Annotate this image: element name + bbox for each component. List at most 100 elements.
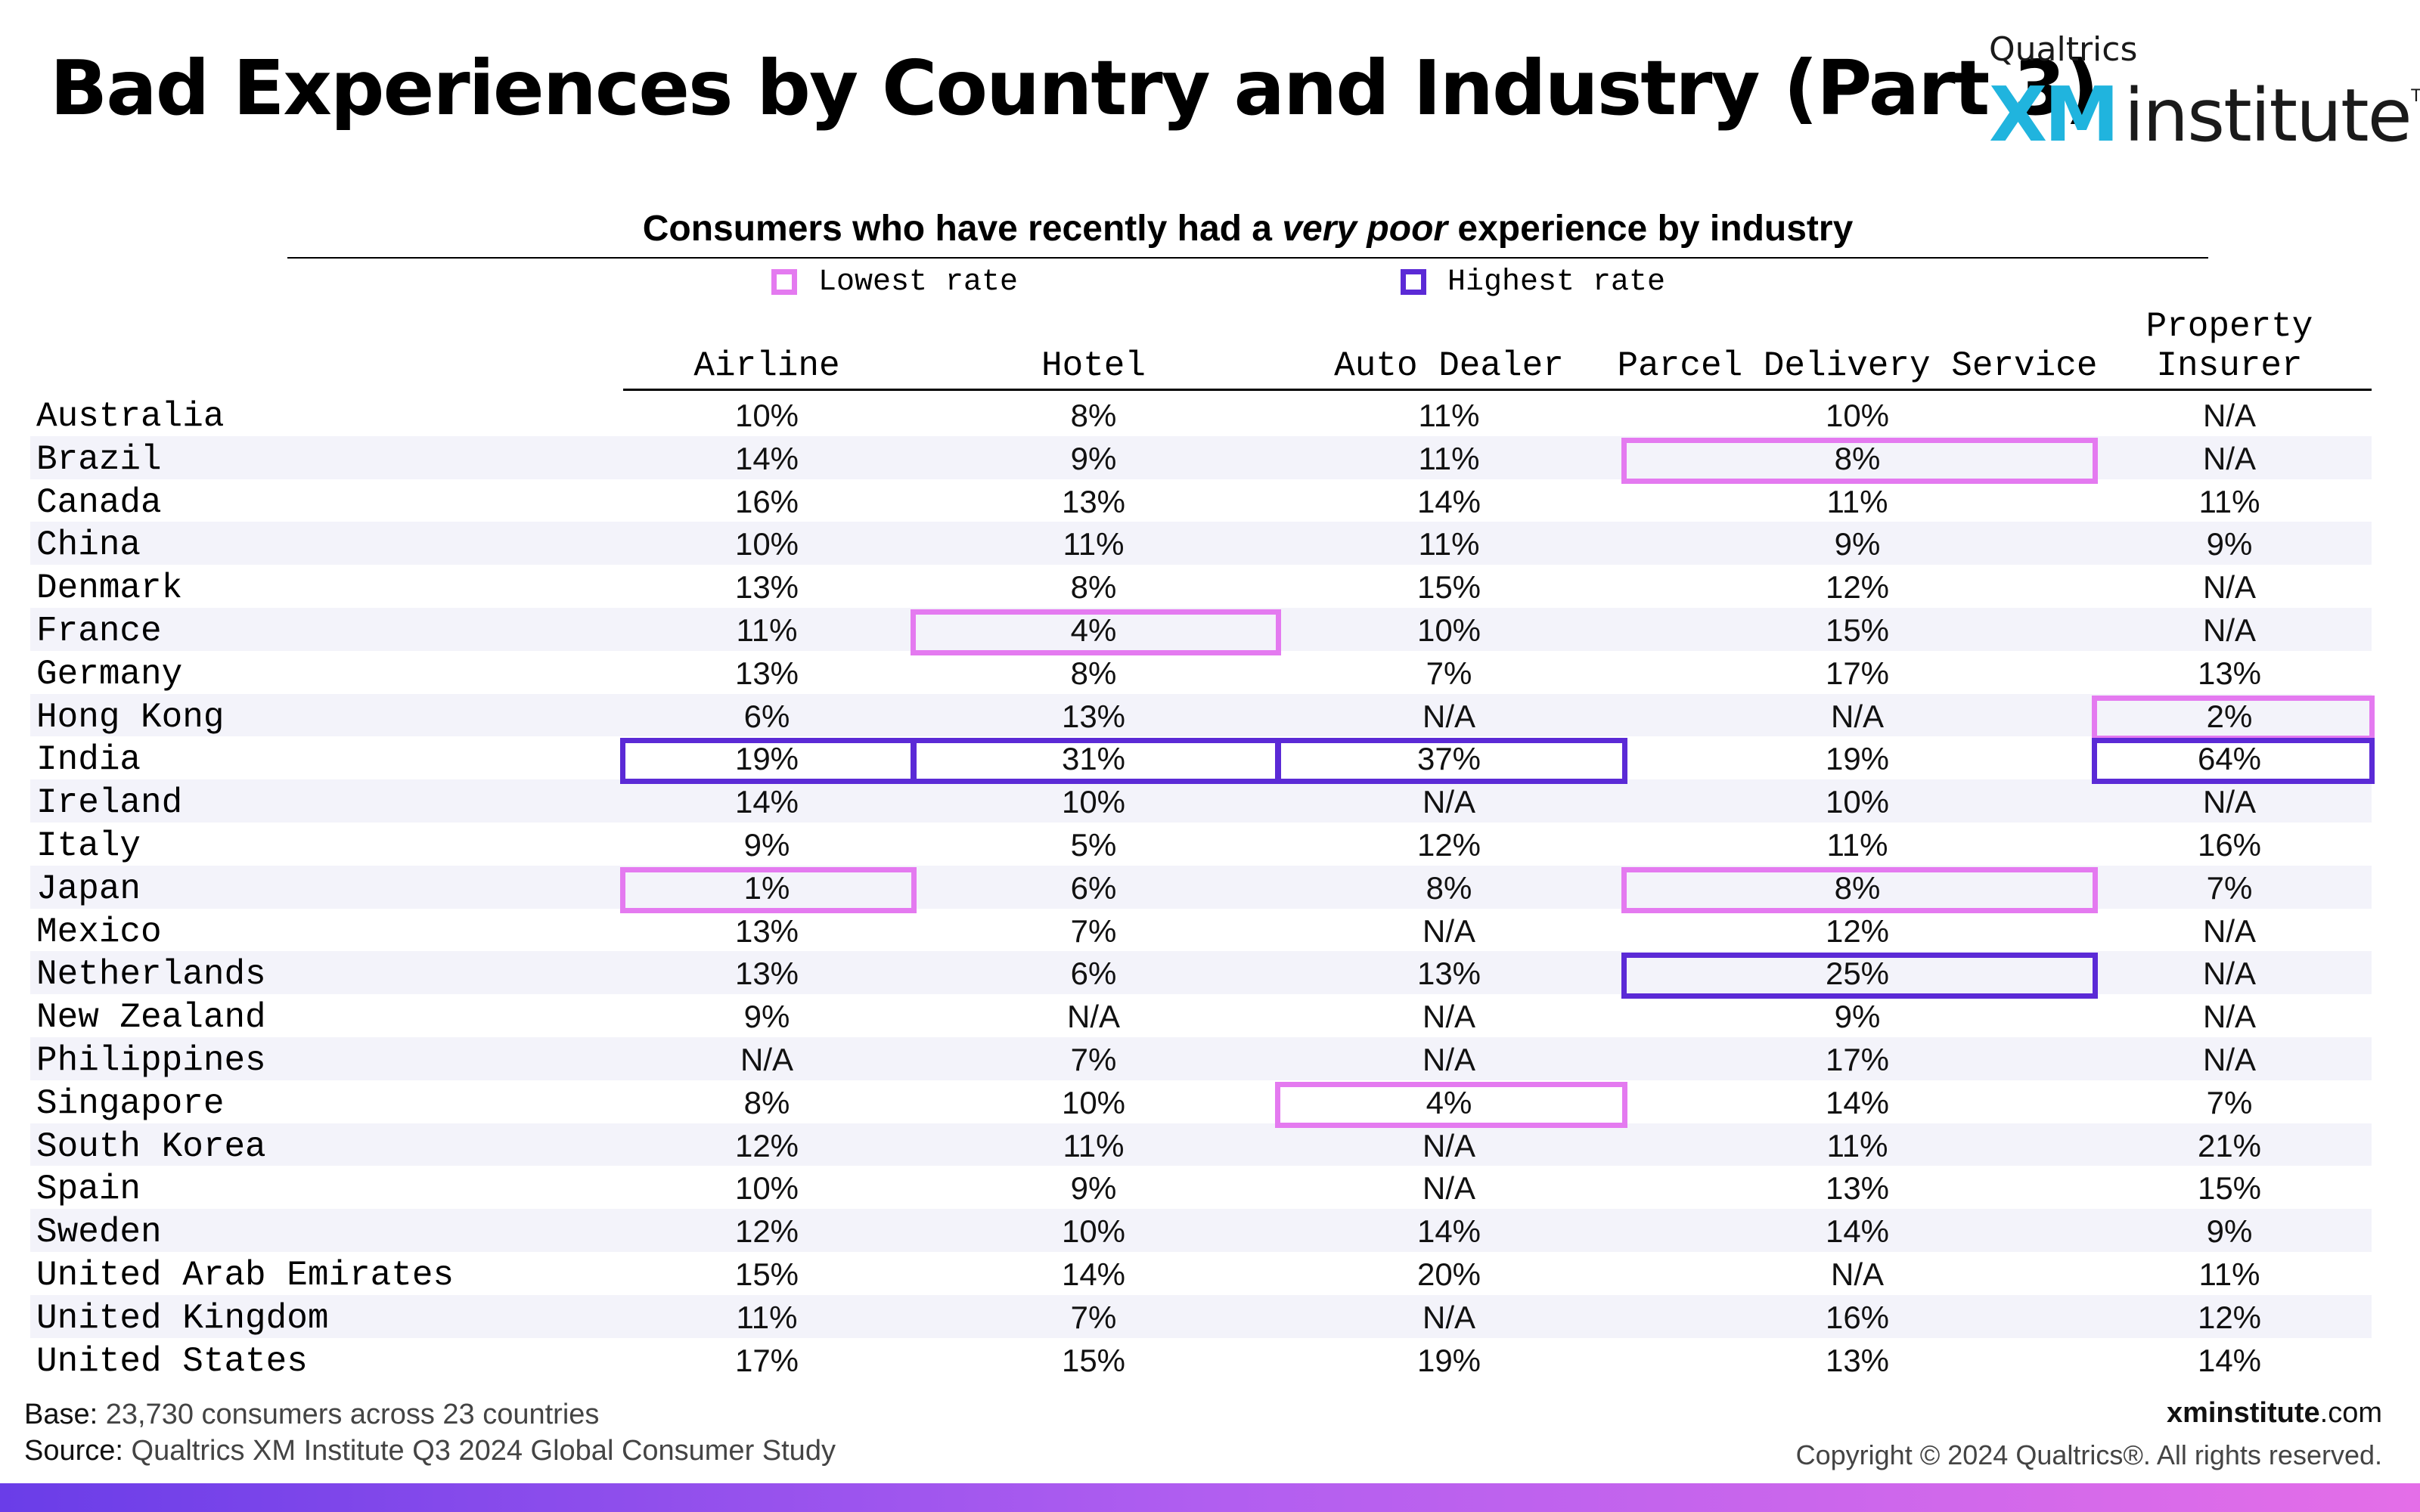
country-label: Italy <box>36 826 141 866</box>
table-cell-parcel-delivery: 11% <box>1826 827 1888 863</box>
country-label: Brazil <box>36 439 162 479</box>
table-cell-auto-dealer: 14% <box>1416 483 1481 519</box>
legend-lowest-label: Lowest rate <box>818 265 1019 299</box>
qualtrics-xm-institute-logo: Qualtrics XMinstituteTM <box>1989 30 2420 159</box>
row-band <box>30 951 2372 995</box>
table-cell-auto-dealer: N/A <box>1422 912 1475 949</box>
table-cell-property-insurer: 13% <box>2197 655 2262 691</box>
highest-rate-highlight <box>1275 738 1627 785</box>
table-cell-parcel-delivery: 17% <box>1825 655 1890 691</box>
legend-highest: Highest rate <box>1401 265 1665 299</box>
row-band <box>30 1123 2372 1167</box>
source-label: Source: <box>24 1435 123 1467</box>
table-cell-hotel: 7% <box>1070 1299 1117 1335</box>
site-domain: .com <box>2319 1397 2382 1429</box>
legend-highest-swatch <box>1401 269 1426 295</box>
table-cell-parcel-delivery: 14% <box>1825 1213 1890 1250</box>
table-cell-hotel: 13% <box>1061 698 1126 734</box>
country-label: Philippines <box>36 1041 266 1080</box>
source-note: Source: Qualtrics XM Institute Q3 2024 G… <box>24 1435 836 1467</box>
table-cell-auto-dealer: N/A <box>1422 1127 1475 1163</box>
table-cell-auto-dealer: 37% <box>1416 741 1481 777</box>
country-label: Denmark <box>36 569 183 609</box>
country-label: Netherlands <box>36 955 266 995</box>
table-cell-hotel: 6% <box>1070 869 1117 906</box>
table-cell-hotel: 11% <box>1063 526 1125 562</box>
table-cell-property-insurer: N/A <box>2202 999 2256 1035</box>
table-cell-hotel: 14% <box>1061 1256 1126 1292</box>
table-cell-auto-dealer: 12% <box>1416 827 1481 863</box>
table-cell-property-insurer: 64% <box>2197 741 2262 777</box>
table-cell-parcel-delivery: 9% <box>1834 526 1881 562</box>
table-cell-parcel-delivery: 14% <box>1825 1084 1890 1120</box>
table-cell-property-insurer: N/A <box>2202 784 2256 820</box>
country-label: Ireland <box>36 783 183 823</box>
country-label: United Arab Emirates <box>36 1256 455 1295</box>
table-cell-hotel: 10% <box>1061 1084 1126 1120</box>
table-cell-airline: 10% <box>734 1170 799 1207</box>
table-cell-property-insurer: 15% <box>2197 1170 2262 1207</box>
table-cell-auto-dealer: 14% <box>1416 1213 1481 1250</box>
table-cell-property-insurer: 11% <box>2198 1256 2260 1292</box>
column-header-airline: Airline <box>517 346 1016 386</box>
country-label: China <box>36 525 141 565</box>
country-label: Spain <box>36 1170 141 1210</box>
table-cell-property-insurer: 21% <box>2197 1127 2262 1163</box>
table-cell-auto-dealer: N/A <box>1422 784 1475 820</box>
table-cell-parcel-delivery: 25% <box>1825 956 1890 992</box>
table-cell-auto-dealer: N/A <box>1422 1299 1475 1335</box>
table-cell-parcel-delivery: 11% <box>1826 483 1888 519</box>
column-header-line: Auto Dealer <box>1334 346 1564 386</box>
table-cell-airline: 13% <box>734 912 799 949</box>
table-cell-airline: N/A <box>740 1042 793 1077</box>
table-subtitle-part2: experience by industry <box>1447 209 1854 249</box>
row-band <box>30 693 2372 737</box>
copyright: Copyright © 2024 Qualtrics®. All rights … <box>1795 1439 2382 1470</box>
header-divider <box>623 389 2372 391</box>
table-cell-property-insurer: N/A <box>2202 1042 2256 1077</box>
table-cell-parcel-delivery: 12% <box>1825 912 1890 949</box>
table-cell-parcel-delivery: 19% <box>1825 741 1890 777</box>
country-label: United States <box>36 1341 308 1381</box>
table-cell-property-insurer: N/A <box>2202 956 2256 992</box>
country-label: Canada <box>36 482 162 522</box>
legend-highest-label: Highest rate <box>1447 265 1666 299</box>
country-label: Singapore <box>36 1083 225 1123</box>
table-cell-auto-dealer: 11% <box>1418 526 1480 562</box>
country-label: Australia <box>36 397 225 436</box>
table-cell-auto-dealer: N/A <box>1422 1042 1475 1077</box>
table-cell-airline: 12% <box>734 1127 799 1163</box>
table-cell-airline: 6% <box>743 698 790 734</box>
highest-rate-highlight <box>1621 953 2098 999</box>
site-link[interactable]: xminstitute.com <box>2167 1397 2382 1430</box>
country-label: New Zealand <box>36 998 266 1038</box>
table-cell-hotel: 4% <box>1070 612 1117 648</box>
table-cell-auto-dealer: N/A <box>1422 999 1475 1035</box>
table-cell-hotel: 9% <box>1070 1170 1117 1207</box>
table-cell-airline: 15% <box>734 1256 799 1292</box>
table-cell-auto-dealer: 7% <box>1426 655 1472 691</box>
country-label: India <box>36 740 141 780</box>
table-cell-hotel: 7% <box>1070 1042 1117 1077</box>
table-cell-hotel: 7% <box>1070 912 1117 949</box>
table-cell-parcel-delivery: 8% <box>1834 869 1881 906</box>
table-cell-auto-dealer: 19% <box>1416 1342 1481 1378</box>
table-cell-airline: 1% <box>743 869 790 906</box>
row-band <box>30 435 2372 479</box>
column-header-hotel: Hotel <box>844 346 1343 386</box>
table-cell-auto-dealer: 20% <box>1416 1256 1481 1292</box>
row-band <box>30 865 2372 909</box>
table-cell-auto-dealer: N/A <box>1422 1170 1475 1207</box>
base-text: 23,730 consumers across 23 countries <box>98 1399 600 1430</box>
base-label: Base: <box>24 1399 98 1430</box>
table-cell-airline: 11% <box>736 612 798 648</box>
table-cell-hotel: 13% <box>1061 483 1126 519</box>
table-cell-auto-dealer: 15% <box>1416 569 1481 606</box>
table-cell-hotel: N/A <box>1066 999 1120 1035</box>
logo-brand: Qualtrics <box>1989 30 2138 69</box>
lowest-rate-highlight <box>2092 695 2375 742</box>
table-cell-hotel: 5% <box>1070 827 1117 863</box>
legend-lowest: Lowest rate <box>771 265 1018 299</box>
table-cell-parcel-delivery: 13% <box>1825 1170 1890 1207</box>
country-label: South Korea <box>36 1126 266 1167</box>
